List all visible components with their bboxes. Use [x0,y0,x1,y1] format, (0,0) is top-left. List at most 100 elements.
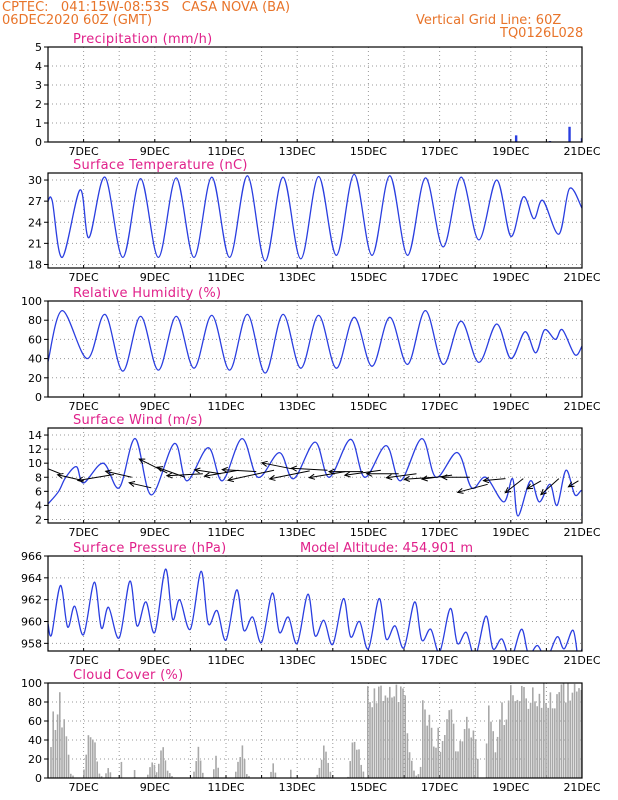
cloud-bar [459,740,461,778]
cloud-bar [358,749,360,778]
x-tick-label: 11DEC [207,526,244,539]
cloud-bar [560,684,563,778]
cloud-bar [382,700,384,778]
cloud-bar [503,725,505,778]
cloud-bar [417,774,420,778]
wind-arrow [203,469,239,479]
x-tick-label: 21DEC [563,781,600,794]
cloud-bar [446,719,448,778]
wind-arrow [128,480,152,489]
x-tick-label: 15DEC [350,654,387,667]
cloud-bar [151,762,153,778]
y-tick-label: 40 [28,734,42,747]
cloud-bar [50,747,52,778]
cloud-panel-frame [47,682,583,779]
x-tick-label: 7DEC [69,271,99,284]
cloud-bar [375,703,378,778]
cloud-bar [450,709,453,778]
cloud-title: Cloud Cover (%) [73,668,183,683]
cloud-bar [558,692,560,778]
y-tick-label: 962 [21,594,42,607]
cloud-bar [155,772,158,778]
cloud-bar [327,762,329,778]
x-tick-label: 11DEC [207,145,244,158]
wind-arrow [226,469,275,483]
x-tick-label: 17DEC [421,781,458,794]
cloud-bar [353,741,356,778]
wind-arrow [308,471,346,480]
x-tick-label: 9DEC [140,145,170,158]
cloud-bar [215,755,217,778]
cloud-bar [529,702,532,778]
cloud-bar [562,683,565,778]
cloud-bar [98,773,101,778]
y-tick-label: 30 [28,174,42,187]
wind-arrow [48,468,61,475]
cloud-bar [419,766,422,778]
humidity-title: Relative Humidity (%) [73,286,221,301]
cloud-bar [468,728,470,778]
temp-line [48,173,582,262]
y-tick-label: 2 [35,98,42,111]
wind-arrow [104,469,132,478]
cloud-bar [323,745,325,778]
x-tick-label: 21DEC [563,526,600,539]
wind-arrow [155,466,186,478]
cloud-bar [477,758,479,778]
y-tick-label: 3 [35,79,42,92]
cloud-bar [162,747,164,778]
cloud-bar [549,692,552,778]
x-tick-label: 11DEC [207,781,244,794]
x-tick-label: 19DEC [492,654,529,667]
cloud-bar [197,746,200,778]
pressure-line [48,568,582,651]
cloud-bar [430,727,433,778]
x-tick-label: 17DEC [421,526,458,539]
y-tick-label: 4 [35,60,42,73]
x-tick-label: 13DEC [279,526,316,539]
cloud-bar [422,700,424,778]
cloud-bar [351,742,354,778]
x-tick-label: 7DEC [69,400,99,413]
cloud-bar [428,714,431,778]
cloud-bar [485,743,488,778]
wind-arrow [290,465,328,472]
wind-panel-frame [47,427,583,524]
x-tick-label: 19DEC [492,781,529,794]
x-tick-label: 9DEC [140,400,170,413]
pressure-plot-area [48,568,582,651]
x-tick-label: 9DEC [140,781,170,794]
x-tick-label: 15DEC [350,145,387,158]
wind-arrow [268,470,310,481]
cloud-bar [426,725,428,778]
cloud-bar [389,686,391,778]
x-tick-label: 13DEC [279,781,316,794]
x-tick-label: 21DEC [563,271,600,284]
cloud-bar [133,770,136,778]
cloud-bar [63,719,65,778]
cloud-bar [325,751,327,778]
cloud-bar [272,763,274,778]
x-tick-label: 19DEC [492,400,529,413]
cloud-bar [320,759,323,778]
header-model-code: TQ0126L028 [500,26,584,41]
cloud-bar [404,695,406,778]
cloud-bar [496,736,499,778]
y-tick-label: 24 [28,216,42,229]
y-tick-label: 960 [21,616,42,629]
cloud-bar [107,768,109,778]
cloud-bar [318,767,321,778]
y-tick-label: 21 [28,237,42,250]
cloud-bar [457,751,459,778]
cloud-bar [492,731,494,778]
x-tick-label: 9DEC [140,654,170,667]
cloud-bar [395,684,398,778]
model-altitude-label: Model Altitude: 454.901 m [300,541,473,556]
cloud-bar [397,701,400,778]
temp-panel-frame [47,172,583,269]
cloud-bar [494,752,497,778]
y-tick-label: 10 [28,457,42,470]
temp-plot-area [48,173,582,262]
cloud-bar [505,719,508,778]
